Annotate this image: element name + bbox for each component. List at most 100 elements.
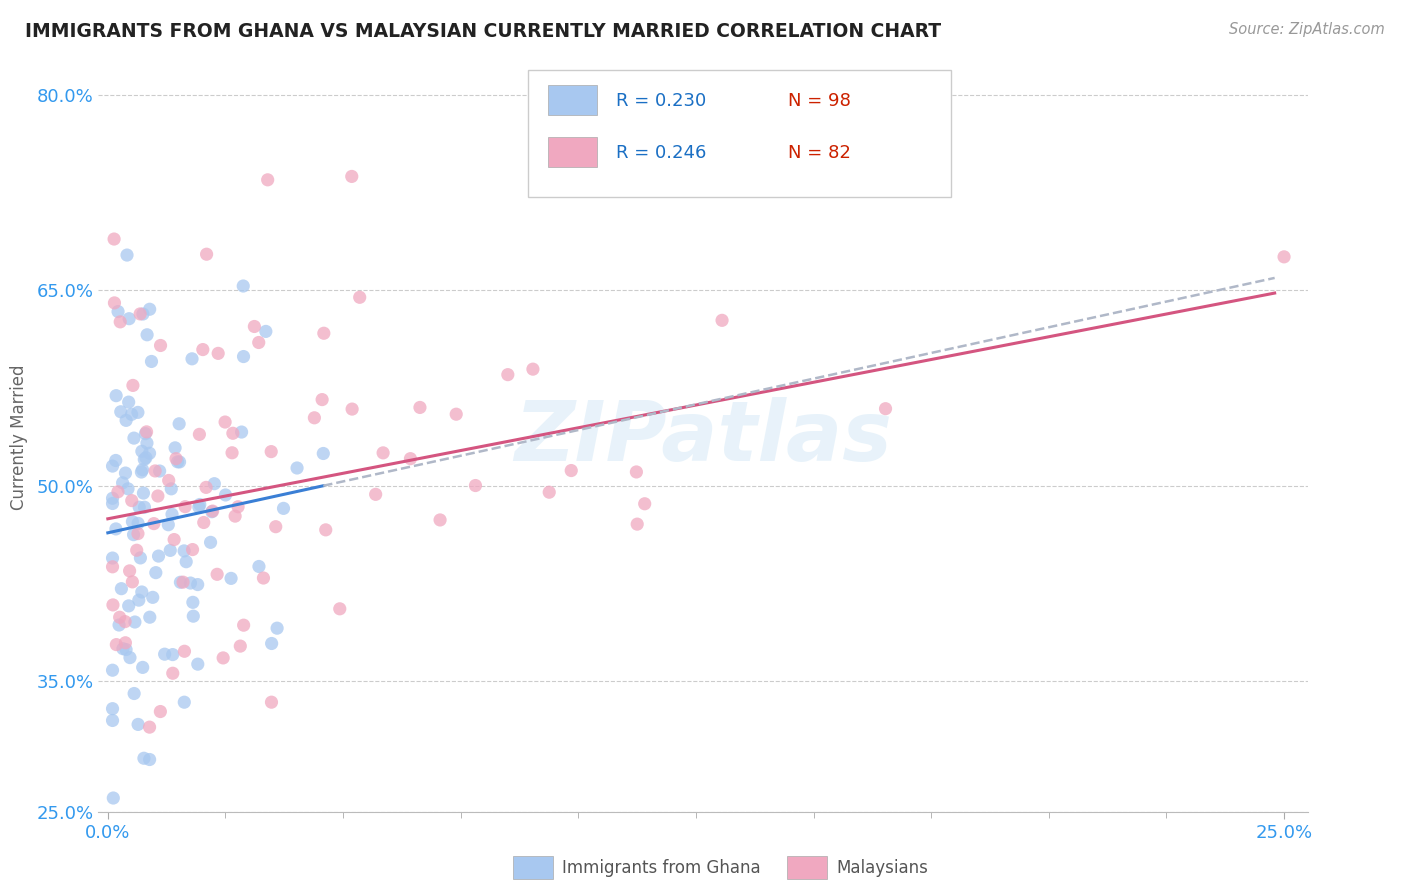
Point bbox=[159, 543, 181, 558]
Point bbox=[165, 451, 187, 466]
Point bbox=[162, 648, 184, 662]
Point bbox=[264, 519, 287, 533]
Point bbox=[522, 362, 544, 376]
Point bbox=[138, 302, 160, 317]
Point bbox=[108, 618, 131, 632]
Y-axis label: Currently Married: Currently Married bbox=[10, 364, 28, 510]
Point bbox=[364, 487, 387, 501]
Point bbox=[134, 452, 156, 467]
Point bbox=[131, 585, 153, 599]
Point bbox=[139, 610, 162, 624]
Point bbox=[163, 533, 186, 547]
Point bbox=[101, 559, 124, 574]
Point bbox=[162, 666, 184, 681]
Point bbox=[169, 575, 191, 590]
Point bbox=[101, 701, 124, 715]
Point bbox=[444, 407, 467, 421]
Point bbox=[121, 515, 143, 529]
Point bbox=[131, 660, 153, 674]
Point bbox=[315, 523, 337, 537]
Point bbox=[122, 378, 145, 392]
Point bbox=[496, 368, 519, 382]
FancyBboxPatch shape bbox=[548, 137, 596, 168]
Point bbox=[134, 500, 156, 515]
FancyBboxPatch shape bbox=[548, 85, 596, 115]
Point bbox=[181, 595, 204, 609]
Point bbox=[127, 526, 149, 541]
Point bbox=[247, 335, 270, 350]
Point bbox=[138, 752, 160, 766]
Point bbox=[349, 290, 371, 304]
Point bbox=[121, 493, 143, 508]
Point bbox=[131, 463, 153, 477]
Text: N = 98: N = 98 bbox=[787, 92, 851, 110]
Point bbox=[118, 564, 141, 578]
Point bbox=[409, 401, 432, 415]
Point bbox=[538, 485, 561, 500]
Point bbox=[173, 838, 195, 852]
Point bbox=[340, 169, 363, 184]
Point bbox=[626, 465, 648, 479]
Point bbox=[252, 571, 274, 585]
Point bbox=[200, 535, 222, 549]
Point bbox=[114, 615, 136, 629]
Point bbox=[634, 497, 657, 511]
Point bbox=[118, 395, 141, 409]
Point bbox=[142, 591, 165, 605]
Point bbox=[135, 425, 157, 439]
Point bbox=[193, 516, 215, 530]
Point bbox=[181, 351, 204, 366]
Point bbox=[148, 549, 170, 563]
Point bbox=[560, 464, 582, 478]
Point bbox=[226, 500, 249, 514]
Point bbox=[173, 544, 195, 558]
Point bbox=[104, 453, 127, 467]
Point bbox=[105, 389, 128, 403]
Point bbox=[188, 427, 211, 442]
Point bbox=[157, 474, 180, 488]
Point bbox=[136, 436, 159, 450]
Point bbox=[127, 405, 149, 419]
Point bbox=[219, 571, 242, 585]
Point bbox=[103, 232, 125, 246]
Point bbox=[101, 491, 124, 506]
Point bbox=[101, 714, 124, 728]
Point bbox=[167, 417, 190, 431]
Point bbox=[135, 450, 157, 465]
Point bbox=[875, 401, 897, 416]
Point bbox=[146, 489, 169, 503]
Point bbox=[132, 486, 155, 500]
Point bbox=[222, 426, 245, 441]
Point bbox=[243, 319, 266, 334]
Point bbox=[173, 644, 195, 658]
Point bbox=[202, 476, 225, 491]
Point bbox=[224, 509, 246, 524]
Point bbox=[124, 615, 146, 629]
Point bbox=[153, 647, 176, 661]
Point bbox=[157, 517, 180, 532]
Point bbox=[138, 720, 160, 734]
Point bbox=[273, 501, 295, 516]
Point bbox=[254, 325, 277, 339]
Point bbox=[110, 405, 132, 419]
Point bbox=[221, 446, 243, 460]
Point bbox=[311, 392, 333, 407]
Point bbox=[134, 426, 156, 441]
Point bbox=[173, 695, 195, 709]
Point bbox=[174, 555, 197, 569]
Point bbox=[114, 466, 136, 480]
Point bbox=[110, 315, 132, 329]
Point bbox=[266, 621, 288, 635]
Point bbox=[141, 354, 163, 368]
Point bbox=[187, 500, 209, 514]
Point bbox=[149, 338, 172, 352]
Point bbox=[128, 500, 150, 515]
Point bbox=[247, 559, 270, 574]
Point bbox=[111, 641, 134, 656]
Point bbox=[260, 636, 283, 650]
Text: R = 0.230: R = 0.230 bbox=[616, 92, 706, 110]
Text: IMMIGRANTS FROM GHANA VS MALAYSIAN CURRENTLY MARRIED CORRELATION CHART: IMMIGRANTS FROM GHANA VS MALAYSIAN CURRE… bbox=[25, 22, 942, 41]
Text: ZIPatlas: ZIPatlas bbox=[515, 397, 891, 477]
Point bbox=[114, 636, 136, 650]
Point bbox=[188, 498, 211, 512]
